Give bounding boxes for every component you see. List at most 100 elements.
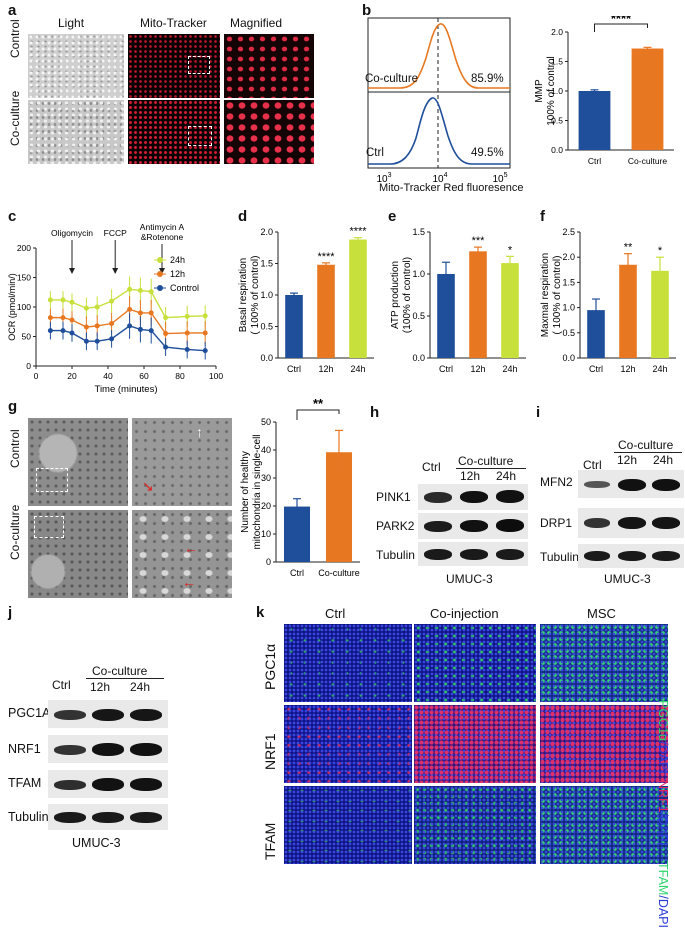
data-point: [109, 298, 115, 304]
data-point: [109, 336, 115, 342]
x-tick-label: 40: [103, 371, 113, 381]
chart-basal-respiration: 0.0 0.5 1.0 1.5 2.0 Ctrl 12h **** 24h **** Basal r…: [238, 226, 374, 374]
if-msc-nrf1: [540, 705, 668, 783]
flow-row-label-coculture: Co-culture: [365, 73, 419, 85]
significance-label: ***: [472, 235, 486, 247]
data-point: [83, 338, 89, 344]
light-image-control: [28, 34, 124, 98]
y-tick-label: 10: [261, 529, 271, 539]
blot-h-row-park2: PARK2: [376, 519, 415, 533]
data-point: [94, 338, 100, 344]
y-axis-label: Basal respiration: [238, 258, 249, 332]
panel-label-h: h: [370, 404, 380, 421]
y-axis-label: ATP production: [390, 261, 401, 329]
data-point: [127, 323, 133, 329]
bar: [501, 263, 519, 358]
blot-h-12h: 12h: [460, 469, 481, 483]
flow-tick-label: 103: [376, 172, 391, 185]
y-tick-label: 1.5: [551, 57, 563, 67]
if-ctrl-pgc1a: [284, 624, 412, 702]
panel-label-g: g: [8, 398, 18, 415]
blot-j-cell-line: UMUC-3: [72, 836, 121, 850]
blot-j-strip-tfam: [48, 770, 168, 798]
chart-ocr: 0 50 100 150 200 0 20 40 60 80 100 Time (minutes) OC…: [7, 224, 223, 395]
y-tick-label: 0.0: [260, 353, 273, 363]
y-tick-label: 1.0: [260, 290, 273, 300]
arrow-icon: ←: [182, 574, 196, 590]
data-point: [47, 328, 53, 334]
ctrl-histogram: [368, 97, 510, 165]
y-tick-label: 0.0: [551, 145, 563, 155]
data-point: [60, 315, 66, 321]
y-tick-label: 0.5: [562, 328, 575, 338]
data-point: [60, 297, 66, 303]
blot-j-12h: 12h: [90, 680, 111, 694]
data-point: [202, 330, 208, 336]
x-tick-label: 24h: [502, 364, 517, 374]
panel-label-f: f: [540, 208, 545, 225]
mito-image-coculture: [128, 100, 220, 164]
x-tick-label: 100: [209, 371, 223, 381]
bar: [283, 506, 311, 562]
data-point: [69, 299, 75, 305]
y-tick-label: 200: [17, 243, 31, 253]
if-side-label-nrf1: NRF1/DAPI: [656, 780, 670, 846]
injection-label-2: &Rotenone: [141, 232, 184, 242]
blot-j-row-nrf1: NRF1: [8, 742, 41, 756]
flow-pct-coculture: 85.9%: [471, 73, 504, 85]
bar: [437, 274, 455, 358]
chart-atp-production: 0.0 0.5 1.0 1.5 Ctrl 12h *** 24h * ATP production…: [390, 227, 526, 374]
significance-bracket: [296, 409, 340, 420]
blot-i-24h: 24h: [653, 453, 674, 467]
y-axis-label-2: ( 100% of control): [250, 256, 261, 335]
data-point: [137, 287, 143, 293]
flow-tick-label: 105: [492, 172, 507, 185]
blot-i-ctrl: Ctrl: [583, 458, 602, 472]
em-row-label-control: Control: [8, 429, 22, 468]
y-tick-label: 0: [26, 361, 31, 371]
data-point: [83, 324, 89, 330]
flow-pct-ctrl: 49.5%: [471, 147, 504, 159]
x-tick-label: 12h: [470, 364, 485, 374]
data-point: [202, 348, 208, 354]
y-tick-label: 1.5: [562, 277, 575, 287]
blot-i-row-tubulin: Tubulin: [540, 550, 579, 564]
y-tick-label: 2.0: [562, 252, 575, 262]
x-tick-label: 24h: [652, 364, 667, 374]
data-point: [163, 331, 169, 337]
blot-h-group: Co-culture: [458, 454, 514, 468]
col-label-mito: Mito-Tracker: [140, 16, 207, 30]
series-line: [50, 325, 206, 352]
em-image-coculture: [28, 510, 128, 598]
blot-h-cell-line: UMUC-3: [446, 572, 493, 586]
panel-label-i: i: [536, 404, 541, 421]
magnified-image-control: [224, 34, 314, 98]
x-axis-label: Time (minutes): [95, 384, 158, 395]
data-point: [94, 323, 100, 329]
blot-h-24h: 24h: [496, 469, 517, 483]
injection-label: Oligomycin: [51, 228, 93, 238]
blot-i-strip-mfn2: [578, 470, 684, 498]
significance-bracket: [594, 23, 648, 32]
significance-label: *: [508, 244, 513, 256]
arrow-icon: ↑: [196, 424, 203, 440]
x-tick-label: Ctrl: [287, 364, 301, 374]
data-point: [184, 313, 190, 319]
blot-j-strip-tubulin: [48, 804, 168, 830]
if-row-tfam: TFAM: [262, 822, 278, 860]
y-tick-label: 2.5: [562, 227, 575, 237]
legend-label: Control: [170, 283, 199, 293]
if-msc-pgc1a: [540, 624, 668, 702]
arrow-icon: [69, 268, 75, 274]
flow-histogram: 103 104 105: [367, 17, 511, 185]
em-image-control: [28, 418, 128, 506]
y-axis-label: Maxmal respiration: [540, 253, 551, 337]
y-tick-label: 30: [261, 473, 271, 483]
flow-xlabel: Mito-Tracker Red fluoresence: [379, 182, 524, 194]
y-axis-label-2: (100% of control): [402, 257, 413, 333]
blot-i-strip-tubulin: [578, 544, 684, 568]
data-point: [184, 346, 190, 352]
significance-label: ****: [611, 16, 632, 26]
data-point: [148, 328, 154, 334]
data-point: [202, 313, 208, 319]
